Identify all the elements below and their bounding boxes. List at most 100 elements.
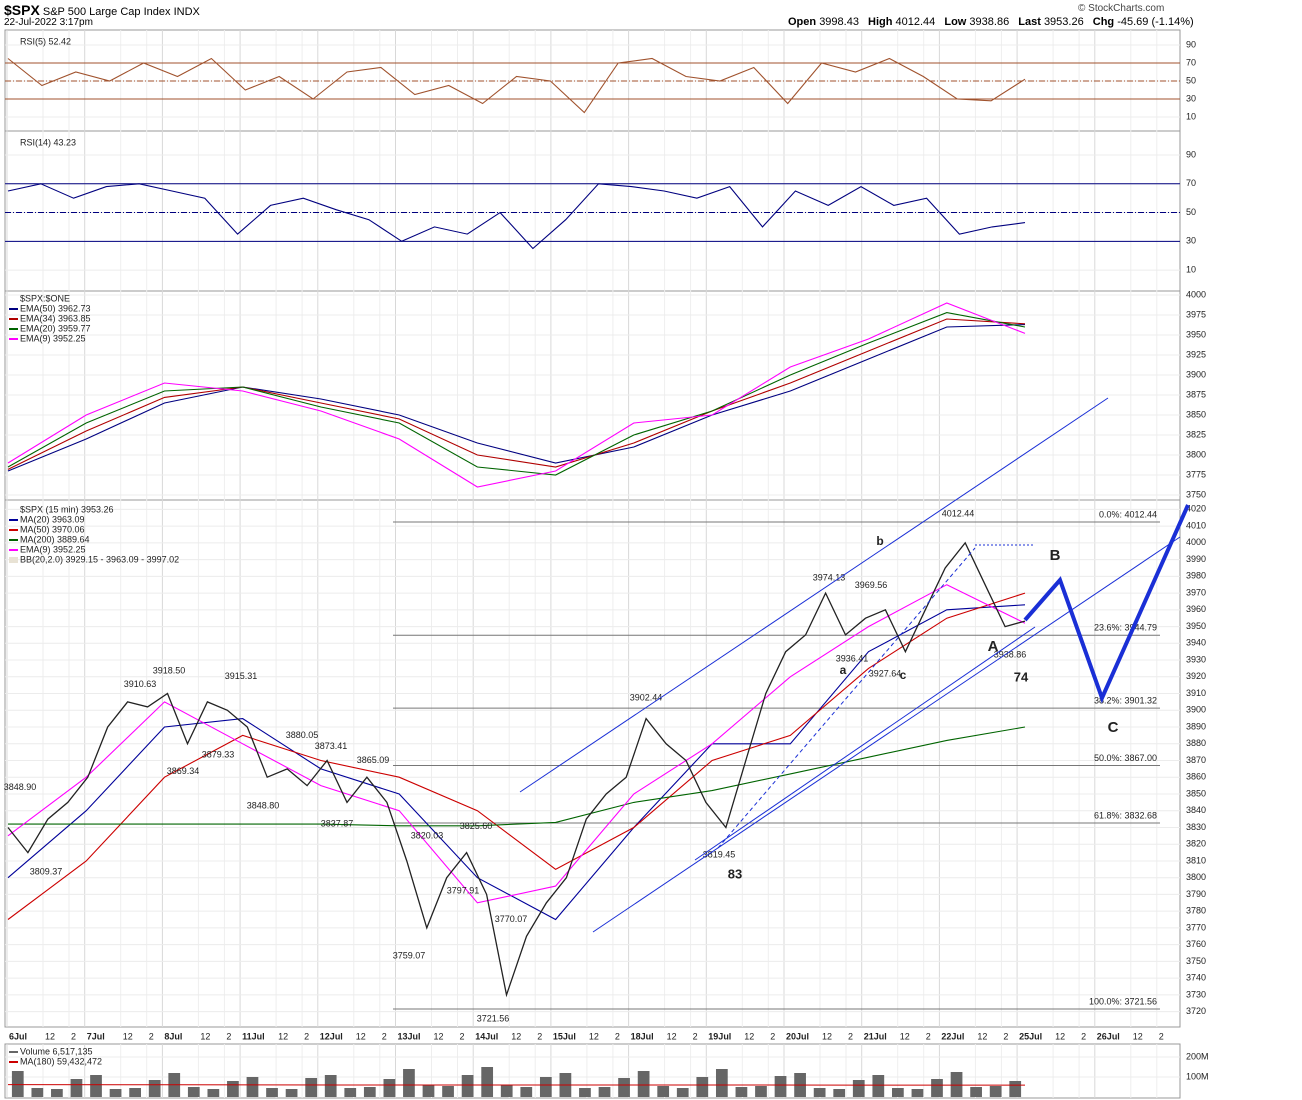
y-tick-label: 3825 — [1186, 429, 1206, 439]
price-annotation: 3873.41 — [315, 741, 348, 751]
volume-bar — [598, 1087, 611, 1097]
y-tick-label: 3975 — [1186, 309, 1206, 319]
y-tick-label: 3730 — [1186, 989, 1206, 999]
volume-bar — [813, 1088, 826, 1097]
x-tick-label: 2 — [304, 1031, 309, 1041]
y-tick-label: 3875 — [1186, 389, 1206, 399]
y-tick-label: 3920 — [1186, 671, 1206, 681]
price-annotation: 3837.87 — [321, 819, 354, 829]
quote-label: Chg — [1092, 16, 1115, 28]
fib-label: 100.0%: 3721.56 — [1089, 996, 1157, 1006]
price-annotation: 3974.13 — [813, 573, 846, 583]
x-tick-label: 2 — [537, 1031, 542, 1041]
legend-label: EMA(9) 3952.25 — [20, 544, 86, 554]
volume-bar — [207, 1089, 220, 1097]
volume-bar — [461, 1075, 474, 1097]
price-annotation: 3918.50 — [153, 666, 186, 676]
y-tick-label: 3820 — [1186, 839, 1206, 849]
x-tick-label: 11Jul — [242, 1031, 265, 1041]
price-annotation: 3902.44 — [630, 693, 663, 703]
volume-bar — [442, 1086, 454, 1097]
volume-bar — [520, 1087, 533, 1097]
wave-label: C — [1108, 719, 1119, 736]
x-tick-label: 12 — [977, 1031, 987, 1041]
y-tick-label: 4000 — [1186, 537, 1206, 547]
volume-bar — [872, 1075, 885, 1097]
volume-bar — [422, 1085, 435, 1097]
y-tick-label: 3880 — [1186, 738, 1206, 748]
y-tick-label: 3860 — [1186, 772, 1206, 782]
y-tick-label: 200M — [1186, 1051, 1209, 1061]
price-annotation: 3819.45 — [703, 850, 736, 860]
x-tick-label: 2 — [149, 1031, 154, 1041]
x-tick-label: 15Jul — [553, 1031, 576, 1041]
price-annotation: 3910.63 — [124, 679, 157, 689]
panel-title: $SPX (15 min) 3953.26 — [20, 504, 114, 514]
series-line — [7, 324, 1026, 472]
quote-value: -45.69 — [1117, 16, 1149, 28]
volume-bar — [90, 1075, 102, 1097]
volume-bar — [989, 1086, 1002, 1097]
volume-bar — [363, 1087, 376, 1097]
y-tick-label: 3830 — [1186, 822, 1206, 832]
volume-bar — [70, 1079, 83, 1097]
x-tick-label: 18Jul — [631, 1031, 654, 1041]
y-tick-label: 3925 — [1186, 349, 1206, 359]
quote-label: Open — [788, 16, 817, 28]
frame — [4, 29, 1181, 1028]
y-tick-label: 100M — [1186, 1071, 1209, 1081]
wave-label: b — [876, 534, 883, 548]
x-tick-label: 2 — [848, 1031, 853, 1041]
legend-label: EMA(34) 3963.85 — [20, 313, 91, 323]
x-tick-label: 2 — [382, 1031, 387, 1041]
x-tick-label: 21Jul — [864, 1031, 887, 1041]
price-annotation: 3809.37 — [30, 866, 63, 876]
volume-bar — [950, 1072, 963, 1097]
price-annotation: 3869.34 — [167, 766, 200, 776]
y-tick-label: 3720 — [1186, 1006, 1206, 1016]
series-line — [7, 318, 1026, 470]
series-line — [7, 302, 1026, 488]
quote-value: 3998.43 — [819, 16, 859, 28]
volume-bar — [1009, 1081, 1022, 1097]
volume-bar — [539, 1077, 552, 1097]
volume-bar — [305, 1078, 318, 1097]
y-tick-label: 3910 — [1186, 688, 1206, 698]
legend-swatch — [9, 557, 18, 563]
x-tick-label: 2 — [1159, 1031, 1164, 1041]
x-tick-label: 2 — [770, 1031, 775, 1041]
quote-label: High — [868, 16, 893, 28]
x-tick-label: 12 — [356, 1031, 366, 1041]
y-tick-label: 3960 — [1186, 604, 1206, 614]
symbol: $SPX — [4, 2, 40, 18]
price-annotation: 3879.33 — [202, 749, 235, 759]
wave-label: c — [900, 668, 907, 682]
volume-bar — [129, 1088, 141, 1097]
volume-bar — [911, 1089, 924, 1097]
x-tick-label: 6Jul — [9, 1031, 27, 1041]
wave-label: a — [840, 663, 847, 677]
y-tick-label: 50 — [1186, 207, 1196, 217]
y-tick-label: 4010 — [1186, 520, 1206, 530]
volume-bar — [892, 1088, 904, 1097]
x-tick-label: 12 — [1133, 1031, 1143, 1041]
volume-bar — [637, 1071, 650, 1097]
price-annotation: 3848.90 — [4, 782, 37, 792]
y-tick-label: 30 — [1186, 93, 1196, 103]
legend-label: MA(50) 3970.06 — [20, 524, 85, 534]
y-tick-label: 3890 — [1186, 721, 1206, 731]
x-tick-label: 8Jul — [164, 1031, 182, 1041]
quote-label: Last — [1018, 16, 1041, 28]
series-line — [7, 592, 1026, 920]
fib-label: 0.0%: 4012.44 — [1099, 509, 1157, 519]
count-label: 74 — [1014, 669, 1029, 684]
volume-bar — [774, 1076, 787, 1097]
x-tick-label: 26Jul — [1097, 1031, 1120, 1041]
legend-label: EMA(9) 3952.25 — [20, 333, 86, 343]
y-tick-label: 10 — [1186, 264, 1196, 274]
y-tick-label: 3780 — [1186, 906, 1206, 916]
price-annotation: 3915.31 — [225, 671, 258, 681]
x-tick-label: 12 — [822, 1031, 832, 1041]
volume-bar — [852, 1080, 865, 1097]
